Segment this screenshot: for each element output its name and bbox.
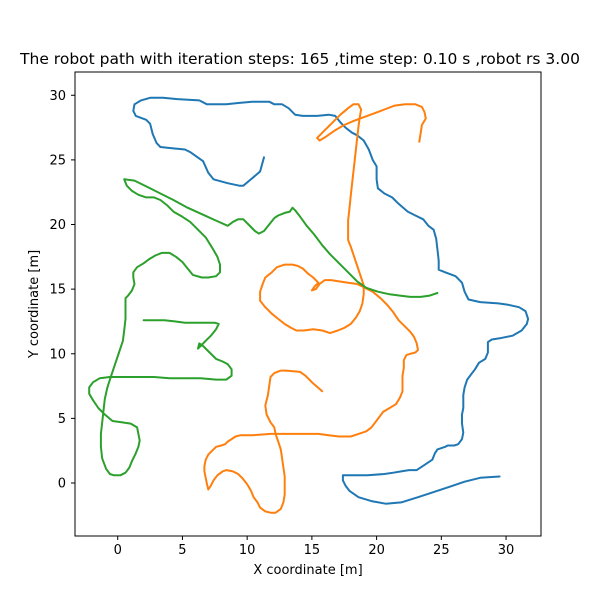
plot-area-frame [74, 71, 542, 537]
y-tick-label: 15 [49, 283, 66, 298]
x-axis-label: X coordinate [m] [253, 563, 362, 578]
x-tick-label: 15 [304, 543, 321, 558]
x-tick-label: 5 [178, 543, 186, 558]
y-tick-label: 10 [49, 347, 66, 362]
series-line-3 [88, 178, 439, 477]
x-tick-label: 10 [239, 543, 256, 558]
y-axis: 0 5 10 15 20 25 30 [49, 89, 75, 492]
x-tick-label: 20 [368, 543, 385, 558]
y-axis-label: Y coordinate [m] [27, 250, 42, 359]
series-layer [88, 96, 530, 514]
y-tick-label: 30 [49, 89, 66, 104]
x-tick-label: 25 [433, 543, 450, 558]
x-tick-label: 0 [114, 543, 122, 558]
series-line-2 [203, 103, 427, 514]
series-line-1 [132, 96, 530, 505]
y-tick-label: 20 [49, 218, 66, 233]
y-tick-label: 25 [49, 153, 66, 168]
x-axis: 0 5 10 15 20 25 30 [114, 536, 515, 558]
chart-title: The robot path with iteration steps: 165… [19, 50, 580, 68]
x-tick-label: 30 [498, 543, 515, 558]
y-tick-label: 5 [58, 412, 66, 427]
y-tick-label: 0 [58, 477, 66, 492]
